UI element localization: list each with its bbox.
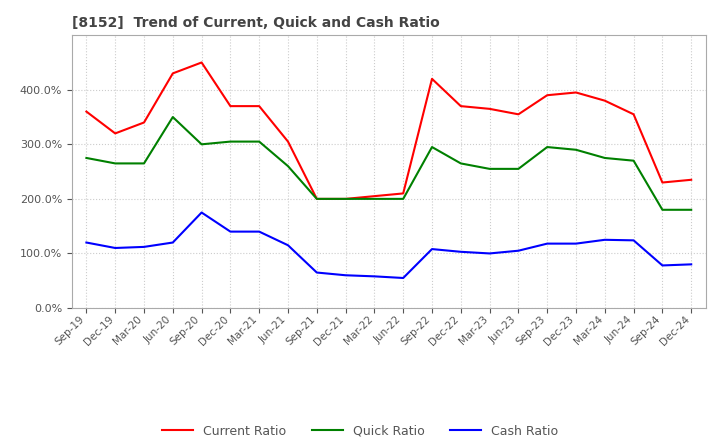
Cash Ratio [140,244,148,249]
Line: Quick Ratio: Quick Ratio [86,117,691,210]
Line: Current Ratio: Current Ratio [86,62,691,199]
Current Ratio [543,92,552,98]
Quick Ratio [658,207,667,213]
Current Ratio [399,191,408,196]
Quick Ratio [312,196,321,202]
Cash Ratio [572,241,580,246]
Current Ratio [111,131,120,136]
Current Ratio [658,180,667,185]
Quick Ratio [341,196,350,202]
Quick Ratio [572,147,580,152]
Quick Ratio [485,166,494,172]
Line: Cash Ratio: Cash Ratio [86,213,691,278]
Quick Ratio [370,196,379,202]
Quick Ratio [600,155,609,161]
Current Ratio [514,112,523,117]
Quick Ratio [399,196,408,202]
Cash Ratio [168,240,177,245]
Quick Ratio [514,166,523,172]
Cash Ratio [658,263,667,268]
Cash Ratio [111,246,120,251]
Current Ratio [197,60,206,65]
Current Ratio [600,98,609,103]
Current Ratio [341,196,350,202]
Legend: Current Ratio, Quick Ratio, Cash Ratio: Current Ratio, Quick Ratio, Cash Ratio [157,420,563,440]
Cash Ratio [428,246,436,252]
Quick Ratio [255,139,264,144]
Cash Ratio [226,229,235,234]
Quick Ratio [629,158,638,163]
Quick Ratio [687,207,696,213]
Current Ratio [168,71,177,76]
Current Ratio [140,120,148,125]
Cash Ratio [514,248,523,253]
Cash Ratio [629,238,638,243]
Quick Ratio [168,114,177,120]
Quick Ratio [111,161,120,166]
Cash Ratio [82,240,91,245]
Quick Ratio [543,144,552,150]
Cash Ratio [543,241,552,246]
Current Ratio [629,112,638,117]
Current Ratio [485,106,494,111]
Current Ratio [284,139,292,144]
Current Ratio [226,103,235,109]
Cash Ratio [456,249,465,254]
Cash Ratio [370,274,379,279]
Quick Ratio [226,139,235,144]
Cash Ratio [341,273,350,278]
Cash Ratio [197,210,206,215]
Quick Ratio [197,142,206,147]
Quick Ratio [456,161,465,166]
Text: [8152]  Trend of Current, Quick and Cash Ratio: [8152] Trend of Current, Quick and Cash … [72,16,440,30]
Current Ratio [370,194,379,199]
Cash Ratio [687,262,696,267]
Cash Ratio [255,229,264,234]
Current Ratio [255,103,264,109]
Quick Ratio [82,155,91,161]
Quick Ratio [284,164,292,169]
Current Ratio [456,103,465,109]
Current Ratio [572,90,580,95]
Current Ratio [428,76,436,81]
Current Ratio [82,109,91,114]
Quick Ratio [428,144,436,150]
Cash Ratio [600,237,609,242]
Cash Ratio [312,270,321,275]
Current Ratio [312,196,321,202]
Cash Ratio [284,242,292,248]
Cash Ratio [399,275,408,281]
Cash Ratio [485,251,494,256]
Current Ratio [687,177,696,183]
Quick Ratio [140,161,148,166]
